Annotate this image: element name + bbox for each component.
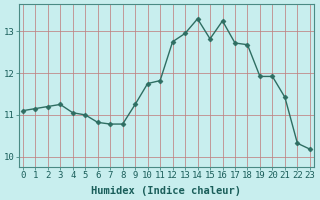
X-axis label: Humidex (Indice chaleur): Humidex (Indice chaleur) xyxy=(91,186,241,196)
